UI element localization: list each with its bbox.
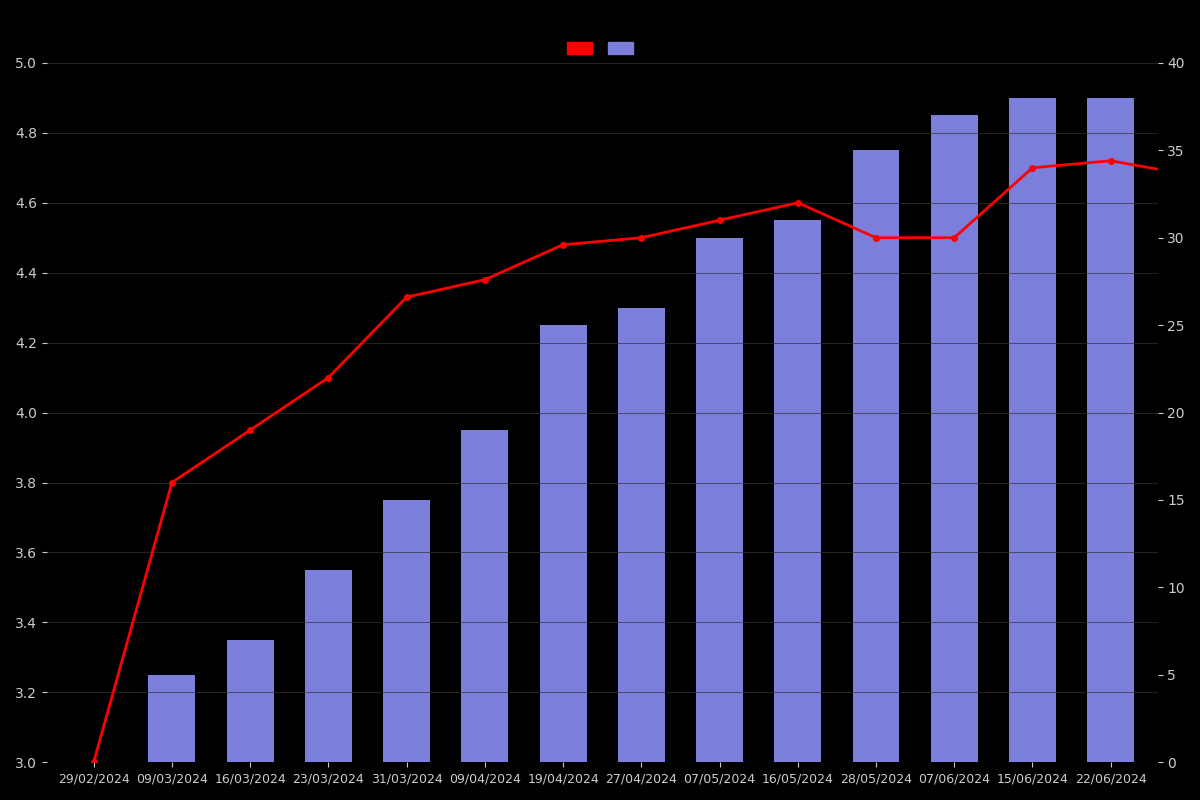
Bar	[618, 308, 665, 762]
Bar	[696, 238, 743, 762]
Bar	[227, 640, 274, 762]
Bar	[540, 325, 587, 762]
Bar	[1009, 98, 1056, 762]
Bar	[774, 220, 821, 762]
Bar	[383, 500, 430, 762]
Bar	[149, 675, 196, 762]
Bar	[305, 570, 352, 762]
Bar	[1087, 98, 1134, 762]
Legend: , : ,	[560, 35, 644, 62]
Bar	[931, 115, 978, 762]
Bar	[461, 430, 509, 762]
Bar	[852, 150, 900, 762]
